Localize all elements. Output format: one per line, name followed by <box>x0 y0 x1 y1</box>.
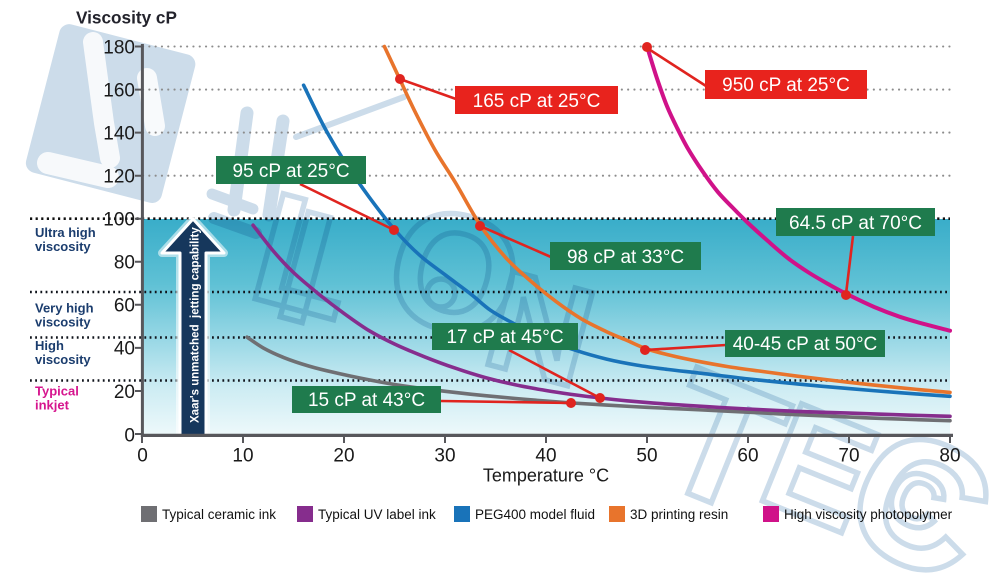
svg-text:40: 40 <box>114 339 135 360</box>
svg-text:100: 100 <box>103 210 135 231</box>
svg-text:40-45 cP at 50°C: 40-45 cP at 50°C <box>733 334 878 355</box>
svg-text:140: 140 <box>103 123 135 144</box>
svg-text:160: 160 <box>103 80 135 101</box>
svg-text:80: 80 <box>939 446 960 467</box>
svg-text:120: 120 <box>103 167 135 188</box>
svg-text:High viscosity photopolymer: High viscosity photopolymer <box>784 507 953 522</box>
svg-text:Very high: Very high <box>35 301 94 316</box>
svg-text:15 cP at 43°C: 15 cP at 43°C <box>308 390 425 411</box>
svg-text:0: 0 <box>124 426 135 447</box>
svg-text:viscosity: viscosity <box>35 315 91 330</box>
svg-text:98 cP at 33°C: 98 cP at 33°C <box>567 247 684 268</box>
svg-text:Typical: Typical <box>35 384 79 399</box>
svg-text:High: High <box>35 338 64 353</box>
svg-text:30: 30 <box>434 446 455 467</box>
svg-text:Typical UV label ink: Typical UV label ink <box>318 507 436 522</box>
svg-text:165 cP at 25°C: 165 cP at 25°C <box>473 91 601 112</box>
svg-text:Viscosity cP: Viscosity cP <box>76 8 177 28</box>
svg-text:Typical ceramic ink: Typical ceramic ink <box>162 507 276 522</box>
svg-text:viscosity: viscosity <box>35 239 91 254</box>
svg-text:20: 20 <box>333 446 354 467</box>
svg-text:10: 10 <box>232 446 253 467</box>
svg-text:50: 50 <box>636 446 657 467</box>
svg-text:Xaar's unmatched jetting capa: Xaar's unmatched jetting capability <box>190 227 202 423</box>
svg-text:20: 20 <box>114 382 135 403</box>
svg-text:95 cP at 25°C: 95 cP at 25°C <box>232 161 349 182</box>
svg-text:17 cP at 45°C: 17 cP at 45°C <box>446 327 563 348</box>
svg-text:60: 60 <box>737 446 758 467</box>
svg-text:60: 60 <box>114 296 135 317</box>
svg-text:40: 40 <box>535 446 556 467</box>
svg-text:3D printing resin: 3D printing resin <box>630 507 728 522</box>
svg-text:Ultra high: Ultra high <box>35 225 96 240</box>
svg-text:inkjet: inkjet <box>35 398 70 413</box>
svg-text:180: 180 <box>103 37 135 58</box>
svg-text:0: 0 <box>137 446 148 467</box>
svg-text:PEG400 model fluid: PEG400 model fluid <box>475 507 595 522</box>
svg-text:70: 70 <box>838 446 859 467</box>
svg-text:950 cP at 25°C: 950 cP at 25°C <box>722 75 850 96</box>
svg-text:80: 80 <box>114 253 135 274</box>
svg-text:viscosity: viscosity <box>35 352 91 367</box>
svg-text:64.5 cP at 70°C: 64.5 cP at 70°C <box>789 213 922 234</box>
svg-text:Temperature °C: Temperature °C <box>483 466 609 486</box>
